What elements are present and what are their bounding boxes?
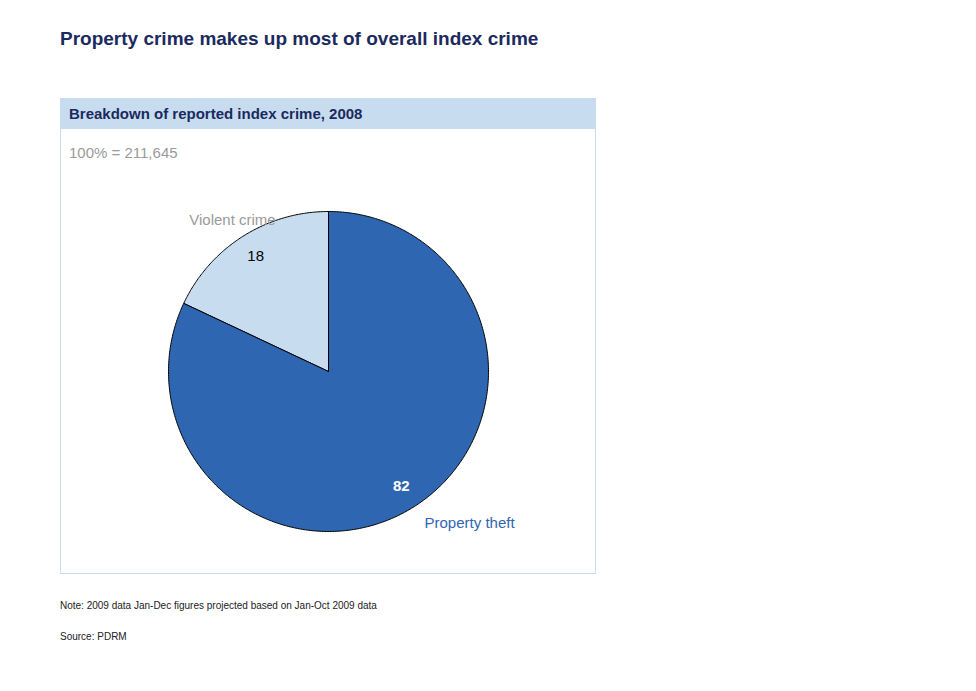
html-text:Note: 2009 data Jan-Dec figure: Note: 2009 data Jan-Dec figures projecte… — [60, 600, 377, 611]
svg-text:18: 18 — [247, 247, 264, 264]
svg-text:Violent crime: Violent crime — [189, 211, 275, 228]
svg-text:82: 82 — [393, 477, 410, 494]
svg-text:Property theft: Property theft — [425, 514, 516, 531]
html-text:Breakdown of reported index cr: Breakdown of reported index crime, 2008 — [69, 105, 363, 122]
html-text:100% = 211,645: 100% = 211,645 — [69, 144, 178, 161]
html-text:Property crime makes up most o: Property crime makes up most of overall … — [60, 28, 539, 49]
html-text:Source: PDRM: Source: PDRM — [60, 631, 127, 642]
